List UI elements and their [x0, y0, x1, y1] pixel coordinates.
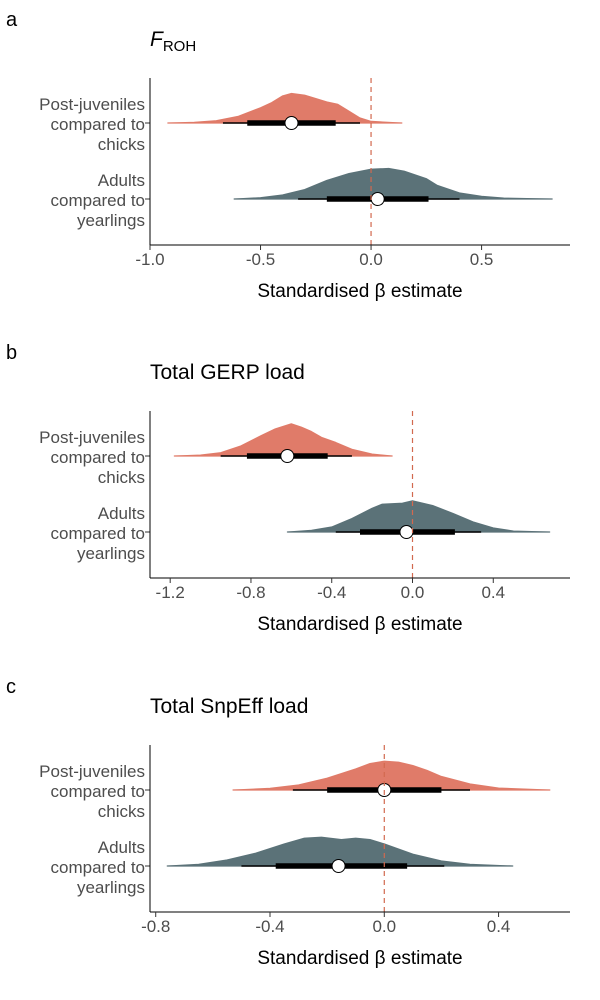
- panel-letter: a: [6, 9, 18, 31]
- density-1: [286, 500, 551, 533]
- median-point-1: [370, 192, 385, 206]
- x-tick-label: -0.4: [255, 917, 284, 936]
- x-tick-label: -0.8: [236, 583, 265, 602]
- x-tick-label: -1.0: [135, 250, 164, 269]
- category-label-line: Post-juveniles: [39, 428, 145, 447]
- panel-title: FROH: [150, 28, 196, 55]
- median-point-1: [331, 859, 346, 873]
- category-label-1: Adults compared to yearlings: [51, 171, 146, 230]
- category-label-line: compared to: [51, 448, 146, 467]
- category-label-line: Post-juveniles: [39, 95, 145, 114]
- category-label-line: yearlings: [77, 211, 145, 230]
- density-1: [233, 167, 553, 200]
- median-point-0: [280, 449, 295, 463]
- category-label-line: compared to: [51, 858, 146, 877]
- x-tick-label: -0.8: [141, 917, 170, 936]
- density-0: [173, 423, 393, 457]
- x-tick-label: -1.2: [156, 583, 185, 602]
- category-label-1: Adults compared to yearlings: [51, 838, 146, 897]
- x-tick-label: 0.4: [481, 583, 505, 602]
- density-0: [232, 760, 551, 791]
- category-label-line: Adults: [98, 171, 145, 190]
- category-label-line: compared to: [51, 115, 146, 134]
- category-label-line: compared to: [51, 782, 146, 801]
- category-label-line: yearlings: [77, 544, 145, 563]
- x-axis-label: Standardised β estimate: [257, 948, 462, 969]
- category-label-line: Adults: [98, 504, 145, 523]
- x-tick-label: -0.4: [317, 583, 346, 602]
- x-tick-label: 0.0: [401, 583, 425, 602]
- category-label-line: yearlings: [77, 878, 145, 897]
- median-point-0: [284, 116, 299, 130]
- x-tick-label: 0.0: [372, 917, 396, 936]
- x-axis-label: Standardised β estimate: [257, 614, 462, 635]
- category-label-line: chicks: [98, 802, 145, 821]
- x-axis-label: Standardised β estimate: [257, 281, 462, 302]
- density-1: [166, 836, 514, 867]
- category-label-line: Adults: [98, 838, 145, 857]
- panel-letter: c: [6, 676, 16, 698]
- panel-title-main: F: [150, 28, 164, 51]
- category-label-1: Adults compared to yearlings: [51, 504, 146, 563]
- x-tick-label: 0.4: [487, 917, 511, 936]
- x-tick-label: 0.0: [359, 250, 383, 269]
- panel-letter: b: [6, 342, 17, 364]
- median-point-1: [399, 525, 414, 539]
- x-tick-label: 0.5: [470, 250, 494, 269]
- category-label-line: compared to: [51, 524, 146, 543]
- category-label-line: chicks: [98, 468, 145, 487]
- category-label-0: Post-juveniles compared to chicks: [39, 762, 145, 821]
- category-label-line: compared to: [51, 191, 146, 210]
- panel-title-subscript: ROH: [163, 38, 196, 55]
- density-0: [167, 92, 403, 124]
- panel-title: Total SnpEff load: [150, 695, 308, 718]
- x-tick-label: -0.5: [246, 250, 275, 269]
- category-label-0: Post-juveniles compared to chicks: [39, 428, 145, 487]
- category-label-line: Post-juveniles: [39, 762, 145, 781]
- category-label-line: chicks: [98, 135, 145, 154]
- panel-title: Total GERP load: [150, 361, 305, 384]
- category-label-0: Post-juveniles compared to chicks: [39, 95, 145, 154]
